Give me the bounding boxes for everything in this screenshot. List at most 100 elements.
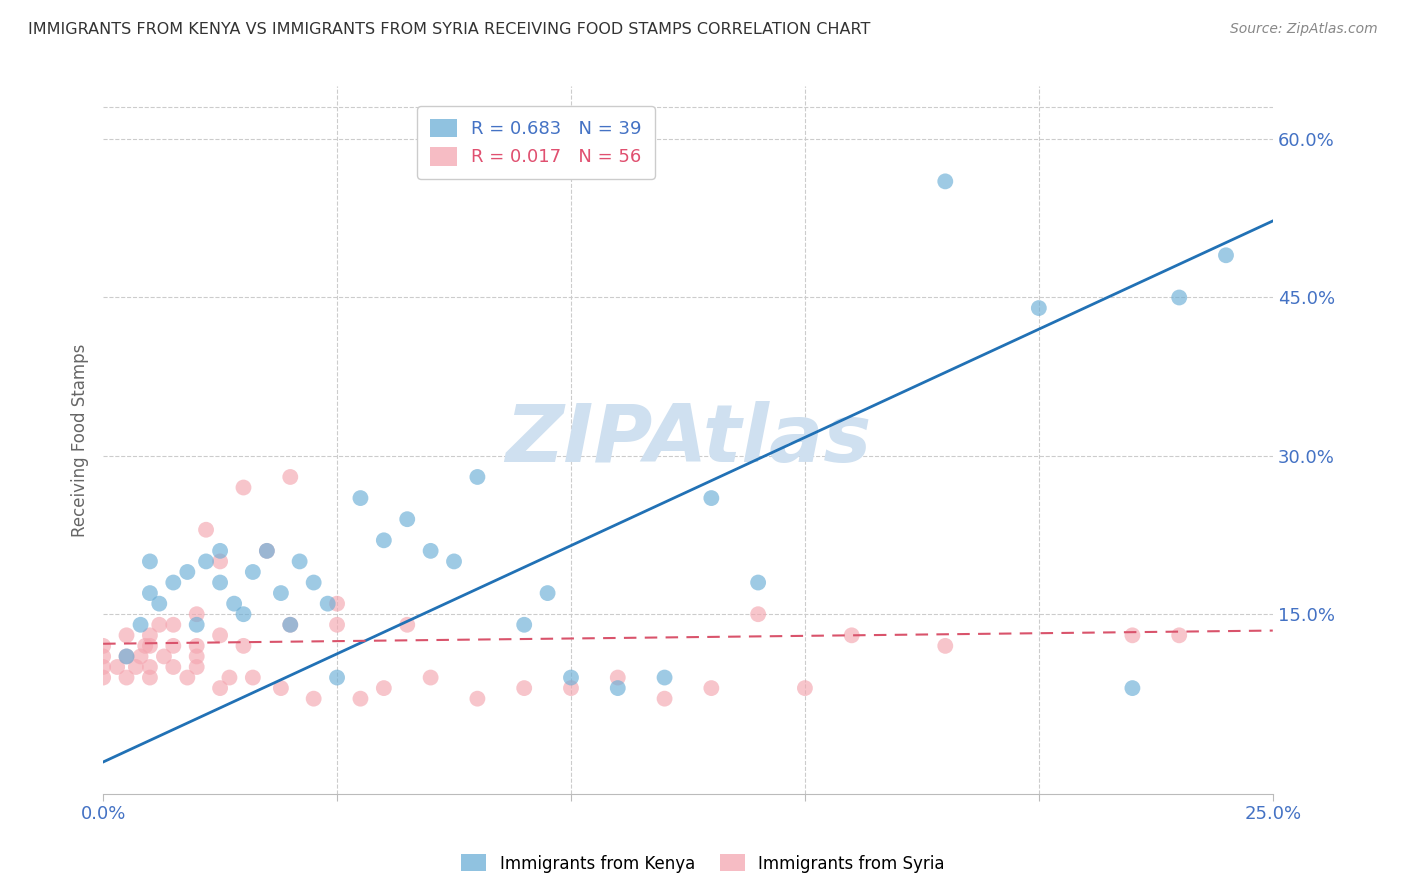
- Point: [195, 554, 218, 568]
- Point: [326, 617, 349, 632]
- Point: [256, 544, 278, 558]
- Point: [1168, 291, 1191, 305]
- Point: [1121, 681, 1143, 695]
- Point: [1028, 301, 1050, 315]
- Point: [195, 523, 218, 537]
- Point: [139, 639, 162, 653]
- Point: [209, 681, 232, 695]
- Point: [209, 544, 232, 558]
- Point: [162, 660, 184, 674]
- Point: [232, 639, 254, 653]
- Point: [162, 575, 184, 590]
- Point: [91, 660, 114, 674]
- Point: [747, 575, 769, 590]
- Point: [115, 628, 138, 642]
- Legend: R = 0.683   N = 39, R = 0.017   N = 56: R = 0.683 N = 39, R = 0.017 N = 56: [418, 106, 655, 179]
- Point: [91, 649, 114, 664]
- Point: [232, 481, 254, 495]
- Point: [115, 671, 138, 685]
- Point: [316, 597, 339, 611]
- Point: [139, 660, 162, 674]
- Text: ZIPAtlas: ZIPAtlas: [505, 401, 872, 479]
- Point: [934, 174, 956, 188]
- Point: [700, 491, 723, 505]
- Point: [186, 660, 208, 674]
- Point: [349, 491, 371, 505]
- Point: [467, 470, 489, 484]
- Point: [105, 660, 128, 674]
- Point: [139, 628, 162, 642]
- Point: [326, 597, 349, 611]
- Point: [129, 649, 152, 664]
- Point: [419, 671, 441, 685]
- Point: [232, 607, 254, 622]
- Point: [560, 671, 582, 685]
- Point: [218, 671, 240, 685]
- Legend: Immigrants from Kenya, Immigrants from Syria: Immigrants from Kenya, Immigrants from S…: [454, 847, 952, 880]
- Point: [1168, 628, 1191, 642]
- Point: [125, 660, 148, 674]
- Point: [513, 681, 536, 695]
- Point: [209, 554, 232, 568]
- Point: [278, 617, 301, 632]
- Point: [373, 533, 395, 548]
- Text: Source: ZipAtlas.com: Source: ZipAtlas.com: [1230, 22, 1378, 37]
- Point: [176, 565, 198, 579]
- Y-axis label: Receiving Food Stamps: Receiving Food Stamps: [72, 343, 89, 537]
- Point: [139, 671, 162, 685]
- Point: [700, 681, 723, 695]
- Point: [396, 512, 419, 526]
- Point: [270, 586, 292, 600]
- Point: [443, 554, 465, 568]
- Point: [606, 671, 628, 685]
- Point: [186, 607, 208, 622]
- Point: [793, 681, 815, 695]
- Text: IMMIGRANTS FROM KENYA VS IMMIGRANTS FROM SYRIA RECEIVING FOOD STAMPS CORRELATION: IMMIGRANTS FROM KENYA VS IMMIGRANTS FROM…: [28, 22, 870, 37]
- Point: [606, 681, 628, 695]
- Point: [242, 565, 264, 579]
- Point: [654, 671, 676, 685]
- Point: [176, 671, 198, 685]
- Point: [467, 691, 489, 706]
- Point: [1121, 628, 1143, 642]
- Point: [148, 617, 170, 632]
- Point: [256, 544, 278, 558]
- Point: [419, 544, 441, 558]
- Point: [302, 691, 325, 706]
- Point: [186, 649, 208, 664]
- Point: [186, 617, 208, 632]
- Point: [326, 671, 349, 685]
- Point: [115, 649, 138, 664]
- Point: [747, 607, 769, 622]
- Point: [278, 617, 301, 632]
- Point: [560, 681, 582, 695]
- Point: [209, 628, 232, 642]
- Point: [934, 639, 956, 653]
- Point: [349, 691, 371, 706]
- Point: [209, 575, 232, 590]
- Point: [139, 586, 162, 600]
- Point: [139, 554, 162, 568]
- Point: [91, 671, 114, 685]
- Point: [373, 681, 395, 695]
- Point: [134, 639, 156, 653]
- Point: [115, 649, 138, 664]
- Point: [270, 681, 292, 695]
- Point: [288, 554, 311, 568]
- Point: [162, 639, 184, 653]
- Point: [162, 617, 184, 632]
- Point: [841, 628, 863, 642]
- Point: [148, 597, 170, 611]
- Point: [513, 617, 536, 632]
- Point: [224, 597, 246, 611]
- Point: [91, 639, 114, 653]
- Point: [129, 617, 152, 632]
- Point: [278, 470, 301, 484]
- Point: [186, 639, 208, 653]
- Point: [1215, 248, 1237, 262]
- Point: [302, 575, 325, 590]
- Point: [153, 649, 176, 664]
- Point: [536, 586, 558, 600]
- Point: [396, 617, 419, 632]
- Point: [654, 691, 676, 706]
